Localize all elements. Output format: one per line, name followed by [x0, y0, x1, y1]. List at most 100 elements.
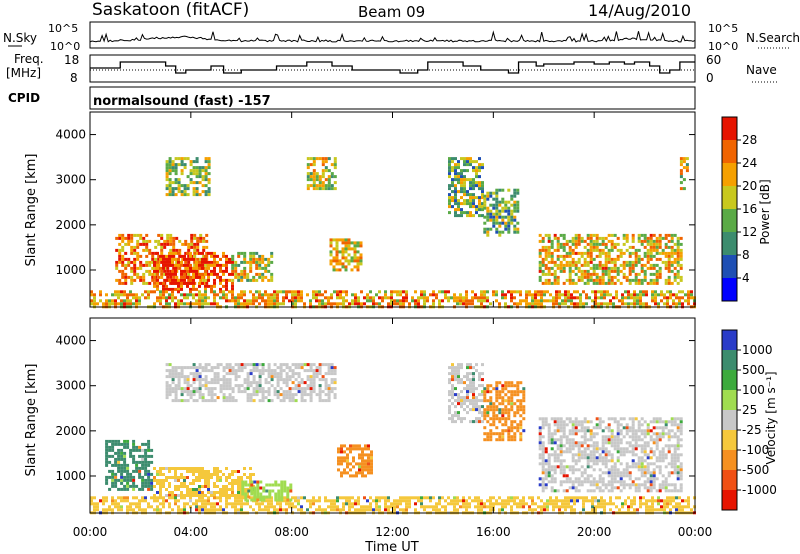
- echo-cell: [495, 200, 499, 204]
- echo-cell: [193, 242, 197, 246]
- echo-cell: [288, 393, 292, 397]
- echo-cell: [118, 233, 122, 237]
- echo-cell: [625, 275, 629, 279]
- echo-cell: [244, 498, 248, 502]
- echo-cell: [159, 302, 162, 306]
- echo-cell: [262, 498, 266, 502]
- echo-cell: [99, 499, 102, 503]
- echo-cell: [249, 251, 253, 255]
- echo-cell: [132, 460, 136, 464]
- echo-cell: [451, 196, 454, 200]
- echo-cell: [201, 178, 205, 182]
- echo-cell: [613, 462, 617, 466]
- echo-cell: [480, 302, 483, 306]
- echo-cell: [186, 302, 189, 306]
- echo-cell: [589, 251, 593, 255]
- echo-cell: [349, 450, 352, 454]
- echo-cell: [177, 384, 181, 388]
- echo-cell: [228, 290, 231, 294]
- echo-cell: [462, 502, 465, 506]
- echo-cell: [171, 263, 174, 267]
- echo-cell: [174, 470, 177, 473]
- echo-cell: [655, 242, 659, 246]
- echo-cell: [466, 163, 469, 167]
- echo-cell: [408, 499, 411, 503]
- echo-cell: [133, 233, 137, 237]
- echo-cell: [252, 296, 255, 300]
- echo-cell: [577, 447, 581, 451]
- echo-cell: [129, 478, 133, 482]
- echo-cell: [631, 278, 635, 282]
- echo-cell: [111, 293, 114, 297]
- echo-cell: [340, 447, 343, 451]
- echo-cell: [559, 254, 563, 258]
- echo-cell: [346, 471, 349, 475]
- echo-cell: [574, 480, 578, 484]
- echo-cell: [673, 275, 677, 279]
- echo-cell: [156, 272, 159, 276]
- echo-cell: [210, 272, 213, 276]
- echo-cell: [267, 399, 271, 403]
- echo-cell: [469, 199, 472, 203]
- echo-cell: [555, 299, 558, 303]
- echo-cell: [663, 302, 666, 306]
- echo-cell: [454, 166, 457, 170]
- echo-cell: [457, 163, 460, 167]
- echo-cell: [583, 239, 587, 243]
- echo-cell: [330, 387, 334, 391]
- echo-cell: [510, 420, 514, 424]
- echo-cell: [592, 233, 596, 237]
- echo-cell: [330, 163, 334, 167]
- echo-cell: [177, 178, 181, 182]
- echo-cell: [177, 378, 181, 382]
- echo-cell: [649, 242, 653, 246]
- echo-cell: [556, 459, 560, 463]
- echo-cell: [565, 447, 569, 451]
- echo-cell: [151, 278, 155, 282]
- echo-cell: [177, 467, 180, 470]
- echo-cell: [478, 187, 481, 191]
- echo-cell: [309, 163, 313, 167]
- echo-cell: [261, 275, 265, 279]
- echo-cell: [297, 499, 300, 503]
- echo-cell: [375, 302, 378, 306]
- echo-cell: [225, 505, 228, 509]
- echo-cell: [673, 278, 677, 282]
- echo-cell: [516, 399, 520, 403]
- echo-cell: [228, 381, 232, 385]
- echo-cell: [595, 426, 599, 430]
- echo-cell: [538, 432, 542, 436]
- echo-cell: [321, 399, 325, 403]
- echo-cell: [670, 263, 674, 267]
- echo-cell: [195, 302, 198, 306]
- echo-cell: [168, 278, 171, 282]
- echo-cell: [120, 302, 123, 306]
- echo-cell: [150, 496, 153, 500]
- echo-cell: [359, 259, 363, 263]
- echo-cell: [547, 266, 551, 270]
- echo-cell: [186, 281, 189, 285]
- echo-cell: [544, 233, 548, 237]
- echo-cell: [574, 272, 578, 276]
- echo-cell: [294, 496, 297, 500]
- echo-cell: [558, 293, 561, 297]
- echo-cell: [192, 166, 196, 170]
- echo-cell: [258, 363, 262, 367]
- echo-cell: [432, 299, 435, 303]
- echo-cell: [478, 420, 481, 424]
- echo-cell: [207, 251, 210, 255]
- echo-cell: [105, 442, 109, 446]
- echo-cell: [294, 372, 298, 376]
- echo-cell: [501, 432, 505, 436]
- echo-cell: [165, 287, 168, 291]
- echo-cell: [130, 236, 134, 240]
- echo-cell: [547, 459, 551, 463]
- echo-cell: [543, 290, 546, 294]
- echo-cell: [525, 302, 528, 306]
- echo-cell: [219, 387, 223, 391]
- echo-cell: [628, 245, 632, 249]
- echo-cell: [519, 432, 523, 436]
- echo-cell: [183, 184, 187, 188]
- echo-cell: [189, 482, 192, 485]
- echo-cell: [270, 254, 274, 258]
